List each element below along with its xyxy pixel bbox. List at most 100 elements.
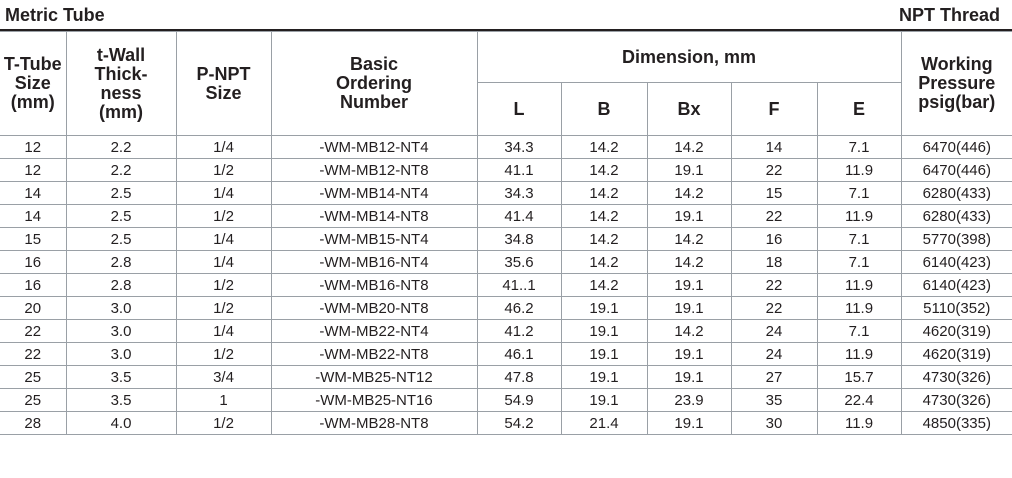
cell-dim-bx: 19.1 xyxy=(646,273,732,297)
cell-dim-bx: 14.2 xyxy=(646,135,732,159)
cell-dim-f: 27 xyxy=(730,365,818,389)
cell-p-npt-size: 1/4 xyxy=(175,319,272,343)
cell-ordering-number: -WM-MB12-NT8 xyxy=(270,158,478,182)
cell-working-pressure: 6280(433) xyxy=(900,181,1012,205)
cell-dim-e: 11.9 xyxy=(816,158,902,182)
top-rule xyxy=(0,29,1012,31)
cell-working-pressure: 4730(326) xyxy=(900,388,1012,412)
cell-p-npt-size: 3/4 xyxy=(175,365,272,389)
section-title-metric-tube: Metric Tube xyxy=(5,5,105,25)
cell-dim-bx: 19.1 xyxy=(646,158,732,182)
header-working-pressure: Working Pressure psig(bar) xyxy=(900,31,1012,136)
cell-dim-bx: 19.1 xyxy=(646,365,732,389)
cell-dim-f: 22 xyxy=(730,273,818,297)
cell-working-pressure: 5110(352) xyxy=(900,296,1012,320)
header-t-wall-thickness: t-Wall Thick- ness (mm) xyxy=(65,31,177,136)
cell-working-pressure: 6280(433) xyxy=(900,204,1012,228)
table-row: 25 3.5 1 -WM-MB25-NT16 54.9 19.1 23.9 35 22.4 473… xyxy=(0,388,1012,412)
cell-dim-f: 15 xyxy=(730,181,818,205)
cell-working-pressure: 6140(423) xyxy=(900,273,1012,297)
header-dim-f: F xyxy=(730,82,818,136)
cell-dim-e: 7.1 xyxy=(816,319,902,343)
cell-t-wall: 2.2 xyxy=(65,135,177,159)
table-row: 14 2.5 1/2 -WM-MB14-NT8 41.4 14.2 19.1 22 11.9 62… xyxy=(0,204,1012,228)
cell-p-npt-size: 1/2 xyxy=(175,204,272,228)
cell-dim-l: 41.4 xyxy=(476,204,562,228)
cell-working-pressure: 4730(326) xyxy=(900,365,1012,389)
header-dim-b: B xyxy=(560,82,648,136)
cell-dim-l: 34.3 xyxy=(476,181,562,205)
cell-t-wall: 2.8 xyxy=(65,273,177,297)
cell-dim-b: 14.2 xyxy=(560,227,648,251)
header-dim-bx: Bx xyxy=(646,82,732,136)
cell-dim-f: 30 xyxy=(730,411,818,435)
cell-ordering-number: -WM-MB25-NT12 xyxy=(270,365,478,389)
cell-dim-f: 35 xyxy=(730,388,818,412)
cell-t-wall: 3.0 xyxy=(65,319,177,343)
cell-t-wall: 3.0 xyxy=(65,342,177,366)
cell-dim-e: 22.4 xyxy=(816,388,902,412)
cell-p-npt-size: 1/4 xyxy=(175,135,272,159)
cell-t-wall: 4.0 xyxy=(65,411,177,435)
cell-dim-f: 22 xyxy=(730,204,818,228)
cell-dim-l: 46.1 xyxy=(476,342,562,366)
cell-t-tube-size: 28 xyxy=(0,411,67,435)
cell-dim-bx: 19.1 xyxy=(646,411,732,435)
cell-dim-b: 19.1 xyxy=(560,296,648,320)
table-row: 25 3.5 3/4 -WM-MB25-NT12 47.8 19.1 19.1 27 15.7 4… xyxy=(0,365,1012,389)
cell-ordering-number: -WM-MB16-NT8 xyxy=(270,273,478,297)
cell-t-tube-size: 14 xyxy=(0,204,67,228)
cell-dim-l: 41.1 xyxy=(476,158,562,182)
cell-dim-bx: 14.2 xyxy=(646,227,732,251)
cell-t-tube-size: 15 xyxy=(0,227,67,251)
table-row: 14 2.5 1/4 -WM-MB14-NT4 34.3 14.2 14.2 15 7.1 628… xyxy=(0,181,1012,205)
cell-dim-bx: 23.9 xyxy=(646,388,732,412)
cell-t-tube-size: 12 xyxy=(0,135,67,159)
cell-t-tube-size: 12 xyxy=(0,158,67,182)
header-t-tube-size: T-Tube Size (mm) xyxy=(0,31,67,136)
cell-dim-l: 54.9 xyxy=(476,388,562,412)
cell-dim-b: 19.1 xyxy=(560,388,648,412)
cell-p-npt-size: 1/2 xyxy=(175,273,272,297)
cell-ordering-number: -WM-MB22-NT4 xyxy=(270,319,478,343)
cell-t-wall: 3.5 xyxy=(65,388,177,412)
cell-t-wall: 2.5 xyxy=(65,181,177,205)
title-bar: Metric Tube NPT Thread xyxy=(0,0,1012,30)
cell-dim-l: 47.8 xyxy=(476,365,562,389)
cell-dim-l: 46.2 xyxy=(476,296,562,320)
cell-dim-e: 11.9 xyxy=(816,342,902,366)
cell-t-tube-size: 25 xyxy=(0,388,67,412)
cell-dim-e: 7.1 xyxy=(816,181,902,205)
table-row: 12 2.2 1/4 -WM-MB12-NT4 34.3 14.2 14.2 14 7.1 647… xyxy=(0,135,1012,159)
cell-ordering-number: -WM-MB14-NT8 xyxy=(270,204,478,228)
cell-working-pressure: 4620(319) xyxy=(900,342,1012,366)
cell-ordering-number: -WM-MB14-NT4 xyxy=(270,181,478,205)
header-dim-l: L xyxy=(477,82,562,136)
cell-t-wall: 2.8 xyxy=(65,250,177,274)
cell-ordering-number: -WM-MB20-NT8 xyxy=(270,296,478,320)
cell-working-pressure: 6140(423) xyxy=(900,250,1012,274)
cell-ordering-number: -WM-MB16-NT4 xyxy=(270,250,478,274)
cell-dim-bx: 19.1 xyxy=(646,204,732,228)
cell-t-wall: 3.0 xyxy=(65,296,177,320)
cell-p-npt-size: 1/2 xyxy=(175,158,272,182)
header-dim-e: E xyxy=(816,82,902,136)
cell-dim-bx: 14.2 xyxy=(646,319,732,343)
cell-p-npt-size: 1/4 xyxy=(175,227,272,251)
cell-dim-l: 34.8 xyxy=(476,227,562,251)
cell-dim-f: 22 xyxy=(730,158,818,182)
table-row: 12 2.2 1/2 -WM-MB12-NT8 41.1 14.2 19.1 22 11.9 64… xyxy=(0,158,1012,182)
cell-ordering-number: -WM-MB15-NT4 xyxy=(270,227,478,251)
cell-ordering-number: -WM-MB22-NT8 xyxy=(270,342,478,366)
cell-t-wall: 2.2 xyxy=(65,158,177,182)
table-row: 15 2.5 1/4 -WM-MB15-NT4 34.8 14.2 14.2 16 7.1 577… xyxy=(0,227,1012,251)
cell-dim-bx: 14.2 xyxy=(646,250,732,274)
cell-t-tube-size: 22 xyxy=(0,342,67,366)
cell-dim-bx: 14.2 xyxy=(646,181,732,205)
table-row: 20 3.0 1/2 -WM-MB20-NT8 46.2 19.1 19.1 22 11.9 51… xyxy=(0,296,1012,320)
cell-dim-b: 14.2 xyxy=(560,181,648,205)
cell-working-pressure: 5770(398) xyxy=(900,227,1012,251)
cell-dim-b: 14.2 xyxy=(560,158,648,182)
cell-t-wall: 3.5 xyxy=(65,365,177,389)
table-row: 28 4.0 1/2 -WM-MB28-NT8 54.2 21.4 19.1 30 11.9 48… xyxy=(0,411,1012,435)
